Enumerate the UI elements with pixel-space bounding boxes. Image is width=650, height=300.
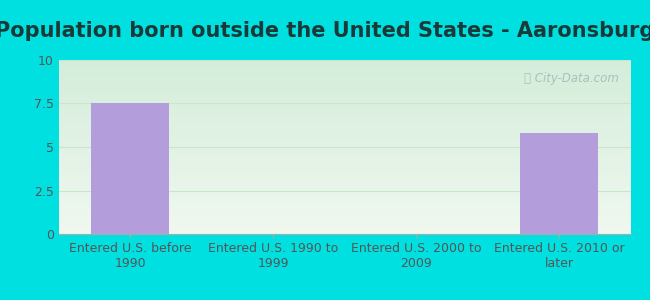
Bar [519, 133, 599, 234]
Text: ⓘ City-Data.com: ⓘ City-Data.com [524, 72, 619, 85]
Text: Population born outside the United States - Aaronsburg: Population born outside the United State… [0, 21, 650, 41]
Bar [90, 103, 169, 234]
